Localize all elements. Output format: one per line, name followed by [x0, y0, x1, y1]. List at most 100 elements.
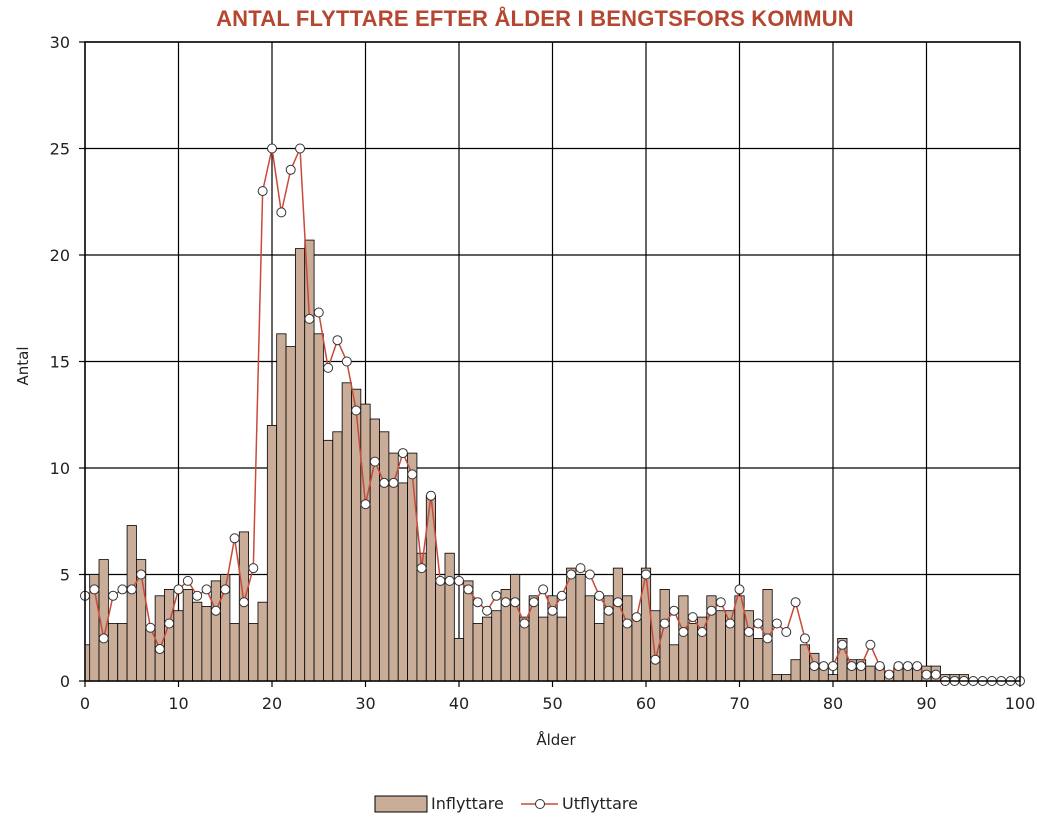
- bar-inflyttare: [715, 610, 726, 682]
- bar-inflyttare: [678, 595, 689, 682]
- bar-inflyttare: [201, 606, 212, 682]
- point-utflyttare: [538, 584, 549, 595]
- point-utflyttare: [341, 356, 352, 367]
- bar-inflyttare: [164, 589, 175, 682]
- point-utflyttare: [725, 618, 736, 629]
- bar-inflyttare: [294, 248, 306, 682]
- point-utflyttare: [164, 618, 175, 629]
- point-utflyttare: [884, 669, 895, 680]
- point-utflyttare: [444, 575, 455, 586]
- point-utflyttare: [678, 627, 689, 638]
- x-tick-label: 90: [916, 694, 936, 713]
- point-utflyttare: [257, 186, 268, 197]
- point-utflyttare: [369, 456, 380, 467]
- bar-inflyttare: [107, 623, 119, 682]
- point-utflyttare: [248, 563, 259, 574]
- point-utflyttare: [921, 669, 932, 680]
- point-utflyttare: [771, 618, 782, 629]
- point-utflyttare: [799, 633, 810, 644]
- point-utflyttare: [828, 661, 838, 672]
- bar-inflyttare: [668, 644, 680, 682]
- point-utflyttare: [126, 584, 137, 595]
- x-tick-label: 60: [636, 694, 656, 713]
- point-utflyttare: [182, 575, 193, 586]
- point-utflyttare: [491, 590, 502, 601]
- point-utflyttare: [425, 490, 436, 501]
- point-utflyttare: [220, 584, 231, 595]
- point-utflyttare: [482, 605, 493, 616]
- point-utflyttare: [893, 661, 904, 672]
- point-utflyttare: [108, 590, 119, 601]
- point-utflyttare: [388, 477, 399, 488]
- point-utflyttare: [669, 605, 680, 616]
- point-utflyttare: [229, 533, 240, 544]
- point-utflyttare: [641, 569, 651, 580]
- point-utflyttare: [734, 584, 745, 595]
- point-utflyttare: [238, 597, 249, 608]
- legend-label-inflyttare: Inflyttare: [431, 794, 504, 813]
- point-utflyttare: [556, 590, 567, 601]
- point-utflyttare: [547, 605, 558, 616]
- point-utflyttare: [304, 313, 315, 324]
- point-utflyttare: [285, 164, 296, 175]
- y-axis-title: Antal: [14, 346, 32, 385]
- bar-inflyttare: [323, 439, 334, 682]
- point-utflyttare: [360, 499, 371, 510]
- point-utflyttare: [435, 575, 446, 586]
- bar-inflyttare: [584, 595, 595, 682]
- bar-inflyttare: [481, 616, 493, 682]
- x-tick-label: 0: [80, 694, 90, 713]
- point-utflyttare: [332, 335, 343, 346]
- bar-inflyttare: [229, 623, 240, 682]
- line-layer: [80, 143, 1025, 686]
- point-utflyttare: [697, 627, 708, 638]
- x-tick-label: 100: [1005, 694, 1036, 713]
- point-utflyttare: [715, 597, 726, 608]
- y-tick-label: 25: [50, 140, 70, 159]
- bar-inflyttare: [491, 610, 502, 682]
- point-utflyttare: [594, 590, 605, 601]
- point-utflyttare: [762, 633, 773, 644]
- point-utflyttare: [809, 661, 820, 672]
- bar-inflyttare: [463, 580, 474, 682]
- bar-inflyttare: [771, 674, 782, 682]
- point-utflyttare: [295, 143, 306, 154]
- bar-inflyttare: [285, 346, 296, 682]
- bar-inflyttare: [575, 574, 586, 682]
- point-utflyttare: [837, 639, 848, 650]
- bar-inflyttare: [622, 595, 633, 682]
- bar-inflyttare: [276, 333, 287, 682]
- y-tick-label: 20: [50, 246, 70, 265]
- point-utflyttare: [743, 627, 754, 638]
- bar-inflyttare: [379, 431, 390, 682]
- point-utflyttare: [865, 639, 876, 650]
- point-utflyttare: [267, 143, 277, 154]
- bar-inflyttare: [360, 403, 371, 682]
- point-utflyttare: [98, 633, 109, 644]
- bar-inflyttare: [313, 333, 324, 682]
- point-utflyttare: [846, 661, 857, 672]
- y-tick-label: 0: [60, 672, 70, 691]
- point-utflyttare: [145, 622, 156, 633]
- legend-marker-icon: [535, 799, 545, 809]
- labels-layer: 0 5 10 15 20 25 30 0 10 20 30 40 50 60 70 80 90 100: [50, 33, 1036, 713]
- legend-bar-swatch: [374, 795, 428, 813]
- point-utflyttare: [528, 597, 539, 608]
- point-utflyttare: [631, 612, 642, 623]
- bar-inflyttare: [257, 601, 268, 682]
- y-tick-label: 30: [50, 33, 70, 52]
- legend-label-utflyttare: Utflyttare: [562, 794, 638, 813]
- point-utflyttare: [781, 627, 792, 638]
- bar-inflyttare: [594, 623, 605, 682]
- point-utflyttare: [154, 644, 165, 655]
- bar-inflyttare: [266, 424, 278, 682]
- point-utflyttare: [323, 362, 334, 373]
- point-utflyttare: [622, 618, 633, 629]
- point-utflyttare: [650, 654, 661, 665]
- point-utflyttare: [584, 569, 595, 580]
- point-utflyttare: [519, 618, 530, 629]
- legend: Inflyttare Utflyttare: [374, 794, 638, 813]
- bar-inflyttare: [538, 616, 549, 682]
- bar-inflyttare: [341, 382, 352, 682]
- bar-inflyttare: [631, 616, 642, 682]
